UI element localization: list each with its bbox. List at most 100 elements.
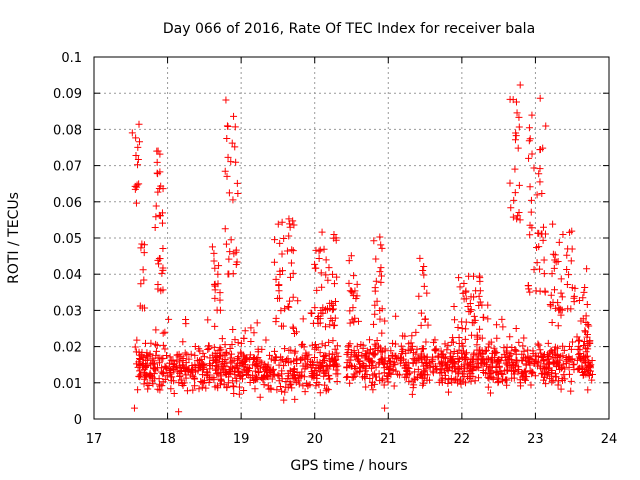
- data-point: [548, 372, 556, 380]
- data-point: [134, 143, 142, 151]
- data-point: [527, 208, 535, 216]
- data-point: [462, 318, 470, 326]
- data-point: [316, 368, 324, 376]
- data-point: [182, 359, 190, 367]
- data-point: [371, 301, 379, 309]
- data-point: [475, 292, 483, 300]
- data-point: [476, 325, 484, 333]
- data-point: [205, 379, 213, 387]
- data-point: [136, 302, 144, 310]
- data-point: [439, 350, 447, 358]
- data-point: [215, 346, 223, 354]
- data-point: [191, 351, 199, 359]
- data-point: [151, 360, 159, 368]
- data-point: [223, 384, 231, 392]
- data-point: [289, 323, 297, 331]
- y-tick-label: 0.1: [61, 51, 82, 66]
- data-point: [246, 351, 254, 359]
- data-point: [546, 360, 554, 368]
- data-point: [533, 259, 541, 267]
- data-point: [342, 373, 350, 381]
- data-point: [278, 367, 286, 375]
- data-point: [476, 277, 484, 285]
- data-point: [475, 352, 483, 360]
- axis-ticks: [93, 56, 610, 420]
- data-point: [448, 338, 456, 346]
- data-point: [182, 367, 190, 375]
- data-point: [588, 357, 596, 365]
- data-point: [182, 315, 190, 323]
- data-point: [315, 255, 323, 263]
- data-point: [520, 347, 528, 355]
- data-point: [333, 378, 341, 386]
- data-point: [423, 376, 431, 384]
- data-point: [420, 282, 428, 290]
- data-point: [569, 361, 577, 369]
- data-point: [326, 375, 334, 383]
- data-point: [581, 328, 589, 336]
- data-point: [266, 366, 274, 374]
- data-point: [530, 164, 538, 172]
- data-point: [141, 304, 149, 312]
- data-point: [324, 276, 332, 284]
- data-point: [481, 347, 489, 355]
- data-point: [286, 220, 294, 228]
- data-point: [285, 303, 293, 311]
- data-point: [221, 167, 229, 175]
- data-point: [472, 356, 480, 364]
- data-point: [152, 340, 160, 348]
- data-point: [575, 297, 583, 305]
- data-point: [152, 347, 160, 355]
- data-point: [322, 256, 330, 264]
- data-point: [450, 359, 458, 367]
- data-point: [535, 229, 543, 237]
- data-point: [210, 343, 218, 351]
- data-point: [221, 369, 229, 377]
- data-point: [445, 388, 453, 396]
- data-point: [534, 358, 542, 366]
- data-point: [153, 341, 161, 349]
- data-point: [550, 264, 558, 272]
- data-point: [503, 349, 511, 357]
- data-point: [321, 351, 329, 359]
- data-point: [331, 297, 339, 305]
- data-point: [128, 129, 136, 137]
- data-point: [191, 342, 199, 350]
- data-point: [211, 322, 219, 330]
- data-point: [211, 294, 219, 302]
- data-point: [557, 289, 565, 297]
- data-point: [246, 373, 254, 381]
- data-point: [512, 347, 520, 355]
- data-point: [568, 227, 576, 235]
- data-point: [397, 355, 405, 363]
- data-point: [193, 356, 201, 364]
- data-point: [232, 362, 240, 370]
- data-point: [233, 179, 241, 187]
- data-point: [584, 320, 592, 328]
- data-point: [155, 375, 163, 383]
- data-point: [581, 354, 589, 362]
- data-point: [376, 377, 384, 385]
- data-point: [280, 234, 288, 242]
- data-point: [451, 316, 459, 324]
- data-point: [135, 120, 143, 128]
- data-point: [558, 375, 566, 383]
- data-point: [262, 336, 270, 344]
- data-point: [436, 369, 444, 377]
- data-point: [228, 139, 236, 147]
- data-point: [183, 387, 191, 395]
- data-point: [230, 112, 238, 120]
- data-point: [538, 353, 546, 361]
- data-point: [473, 335, 481, 343]
- data-point: [544, 339, 552, 347]
- data-point: [311, 304, 319, 312]
- data-point: [413, 345, 421, 353]
- data-point: [289, 293, 297, 301]
- data-point: [281, 358, 289, 366]
- data-point: [525, 154, 533, 162]
- data-point: [484, 315, 492, 323]
- data-point: [154, 354, 162, 362]
- data-point: [328, 299, 336, 307]
- data-point: [183, 351, 191, 359]
